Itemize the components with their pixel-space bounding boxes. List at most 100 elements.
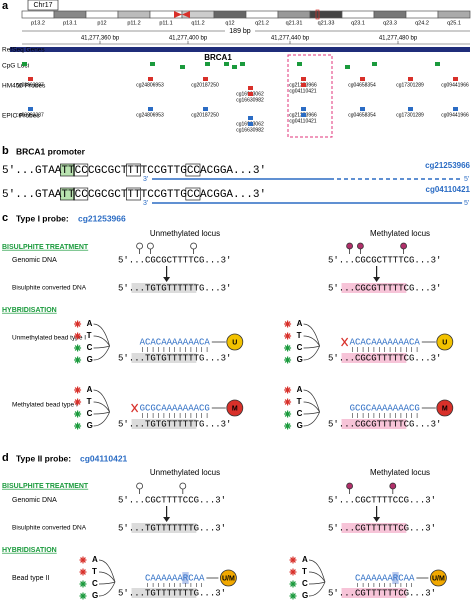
probe-label: cg04110421 (289, 88, 316, 94)
probe-sequence: GCGCAAAAAAACG (140, 403, 210, 413)
probe-end: 5' (464, 176, 469, 183)
probe-end: 5' (464, 200, 469, 207)
lollipop (346, 242, 354, 250)
probe-marker (148, 77, 153, 81)
nucleotide: T (92, 567, 97, 576)
row-label: Bisulphite converted DNA (12, 525, 87, 532)
cg-box (60, 163, 75, 177)
sequence: 5'...CGCGTTTTTCG...3' (328, 419, 441, 429)
r-highlight (182, 572, 189, 584)
nucleotide: C (92, 579, 98, 588)
dye-star (74, 399, 81, 405)
bead (429, 569, 447, 587)
fan-line (303, 323, 320, 347)
bead-label: M (442, 405, 448, 412)
mismatch (131, 403, 139, 413)
band-label: p11.2 (127, 20, 140, 26)
probe-marker (248, 122, 253, 126)
track-label: CpG Loci (2, 63, 29, 70)
sequence: 5'...TGTGTTTTTTG...3' (118, 283, 231, 293)
probe-marker (28, 107, 33, 111)
row-label: Bead type II (12, 575, 49, 582)
nucleotide: A (302, 555, 308, 564)
band-label: q12 (225, 20, 234, 26)
cpg-locus (232, 65, 237, 69)
probe-marker (360, 77, 365, 81)
sequence-band (131, 588, 197, 598)
fan-line (308, 571, 326, 583)
probe-marker (248, 92, 253, 96)
cpg-locus (297, 62, 302, 66)
track-label: EPIC Probes (2, 113, 40, 120)
dye-star (80, 593, 86, 599)
sequence: 5'...CGCGCTTTTCG...3' (118, 255, 231, 265)
position-label: 41,277,360 bp (81, 36, 120, 42)
chromosome-band (373, 10, 407, 19)
probe-sequence: CAAAAAARCAA (355, 573, 415, 583)
cpg-locus (240, 62, 245, 66)
row-label: Methylated bead type I (12, 402, 78, 409)
band-label: q21.2 (255, 20, 269, 26)
mismatch (341, 337, 349, 347)
cpg-locus (372, 62, 377, 66)
nucleotide: G (87, 355, 93, 364)
cg-box (73, 187, 89, 201)
probe-marker (28, 77, 33, 81)
arrow-head (373, 517, 381, 522)
dye-star (74, 345, 81, 351)
fan-line (303, 335, 320, 347)
column-header: Unmethylated locus (150, 229, 220, 238)
sequence-band (341, 419, 407, 429)
sequence-band (341, 523, 407, 533)
sequence: 5'...CGCGCTTTTCG...3' (328, 255, 441, 265)
probe-label: cg04110421 (289, 118, 316, 124)
probe-label: cg24806953 (136, 112, 164, 118)
band-label: p11.1 (159, 20, 172, 26)
fan-line (93, 323, 110, 347)
nucleotide: A (87, 385, 93, 394)
cg-box (185, 187, 201, 201)
dye-star (74, 333, 81, 339)
fan-line (98, 571, 116, 583)
gene-track (10, 47, 470, 52)
sequence: 5'...CGCGTTTTTCG...3' (328, 353, 441, 363)
sequence-band (131, 283, 197, 293)
dye-star (284, 333, 291, 339)
arrow-head (373, 277, 381, 282)
column-header: Unmethylated locus (150, 468, 220, 477)
nucleotide: G (297, 421, 303, 430)
probe-marker (301, 107, 306, 111)
fan-line (93, 335, 110, 347)
fan-line (93, 401, 110, 413)
sequence: 5'...CGCTTTTCCG...3' (118, 495, 226, 505)
sequence-band (131, 523, 197, 533)
probe-label: cg09441966 (441, 82, 469, 88)
lollipop (136, 242, 144, 250)
sequence: 5'...TGTTTTTTTG...3' (118, 523, 226, 533)
panel-title: BRCA1 promoter (16, 146, 86, 156)
sequence: 5'...GTAATTCCCGCGCTTTTCCGTTGCCACGGA...3' (2, 165, 266, 177)
band-label: q24.2 (415, 20, 429, 26)
nucleotide: A (87, 319, 93, 328)
probe-marker (453, 107, 458, 111)
probe-sequence: CAAAAAARCAA (145, 573, 205, 583)
nucleotide: G (87, 421, 93, 430)
section-label: HYBRIDISATION (2, 547, 57, 554)
dye-star (284, 399, 291, 405)
panel-label: d (2, 452, 9, 464)
lollipop (179, 482, 187, 490)
fan-line (93, 411, 110, 427)
chromosome-band (21, 10, 55, 19)
fan-line (303, 345, 320, 349)
band-label: p13.1 (63, 20, 77, 26)
cpg-locus (205, 62, 210, 66)
dye-star (284, 423, 291, 429)
dye-star (74, 321, 81, 327)
position-label: 41,277,440 bp (271, 36, 310, 42)
fan-line (308, 581, 326, 585)
nucleotide: T (87, 331, 92, 340)
chromosome-band (277, 10, 311, 19)
probe-label: cg24806953 (136, 82, 164, 88)
nucleotide: G (297, 355, 303, 364)
sequence-band (341, 353, 407, 363)
